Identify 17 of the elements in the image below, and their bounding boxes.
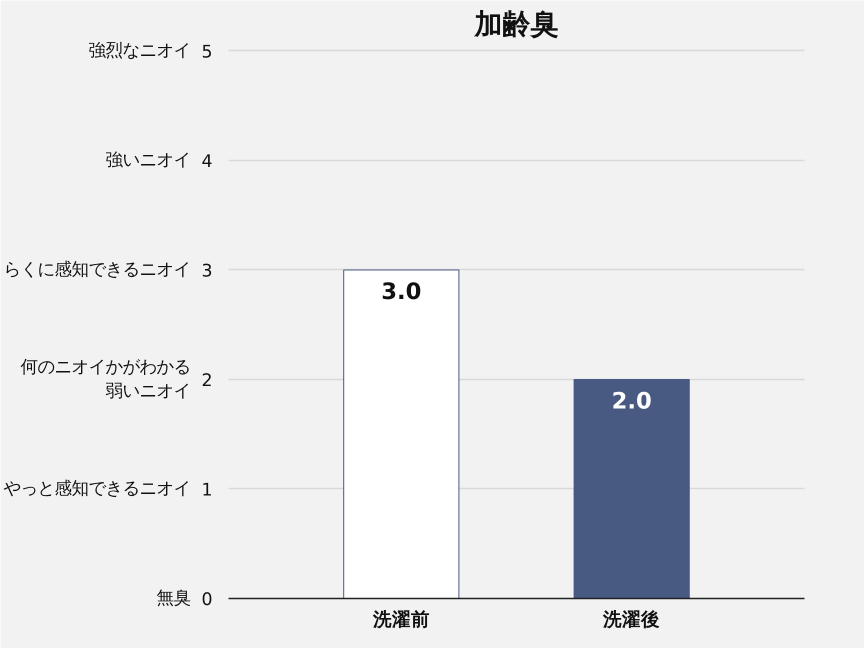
x-tick-label: 洗濯前 (372, 608, 430, 630)
text: 強いニオイ (106, 150, 190, 170)
y-tick-label: 5 (201, 42, 213, 62)
y-tick-label: 4 (201, 152, 213, 172)
data-label: 3.0 (381, 278, 422, 305)
y-tick-label: 0 (201, 590, 213, 610)
text: 何のニオイかがわかる弱いニオイ (20, 357, 190, 402)
chart-title: 加齢臭 (474, 8, 558, 40)
y-tick-label: 3 (201, 261, 213, 282)
text: らくに感知できるニオイ (4, 260, 190, 280)
text: やっと感知できるニオイ (4, 478, 190, 499)
text: 強烈なニオイ (88, 40, 190, 61)
x-tick-label: 洗濯後 (602, 608, 660, 630)
y-tick-label: 2 (201, 370, 213, 391)
y-tick-label: 1 (201, 480, 213, 500)
text: 無臭 (156, 588, 190, 608)
data-label: 2.0 (612, 388, 652, 414)
